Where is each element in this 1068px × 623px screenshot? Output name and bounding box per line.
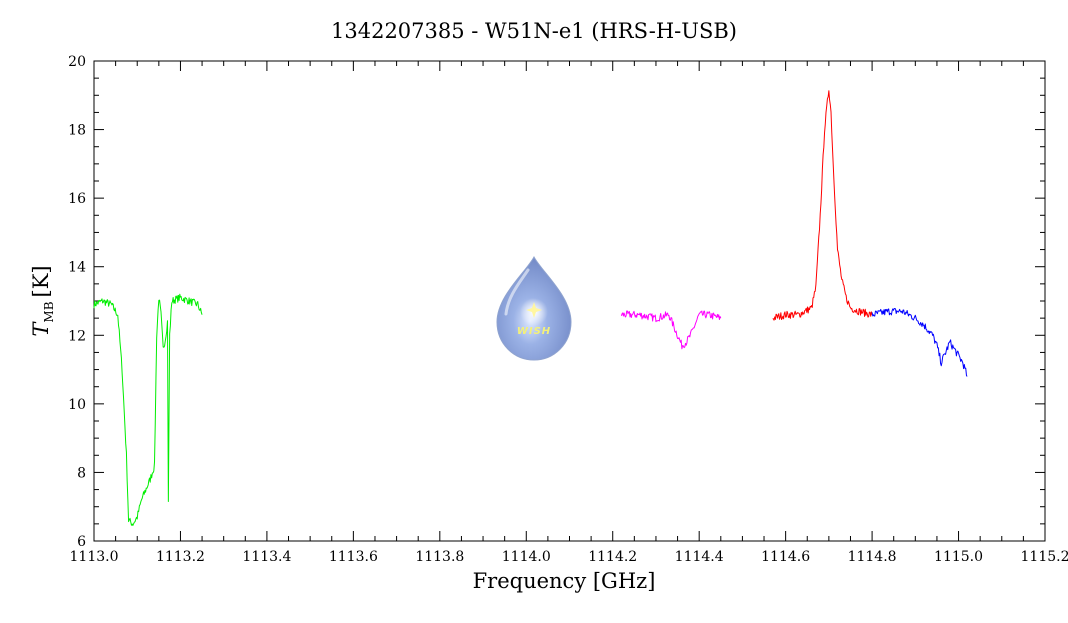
series-line-1 [94,294,202,525]
x-tick-label: 1113.8 [415,549,464,565]
y-tick-label: 20 [68,54,86,70]
y-axis-subscript: MB [42,301,56,322]
x-tick-label: 1114.4 [675,549,724,565]
x-tick-label: 1115.0 [934,549,983,565]
y-tick-labels: 6 8 10 12 14 16 18 20 [68,54,86,550]
x-tick-label: 1113.0 [70,549,119,565]
x-axis-label: Frequency [GHz] [473,569,656,593]
chart-title: 1342207385 - W51N-e1 (HRS-H-USB) [331,19,737,43]
axis-ticks [94,61,1045,541]
plot-frame [94,61,1045,541]
y-tick-label: 8 [77,465,86,481]
y-tick-label: 10 [68,397,86,413]
series-line-3 [773,91,872,320]
y-axis-label: TMB[K] [29,265,56,336]
wish-logo: WISH [497,257,571,360]
y-tick-label: 6 [77,534,86,550]
x-tick-label: 1113.4 [242,549,291,565]
x-tick-labels: 1113.0 1113.2 1113.4 1113.6 1113.8 1114.0 1114… [70,549,1068,565]
x-tick-label: 1113.6 [329,549,378,565]
y-tick-label: 14 [68,260,86,276]
series-line-4 [872,309,967,377]
series-line-2 [621,311,720,349]
y-tick-label: 16 [68,191,86,207]
y-tick-label: 18 [68,123,86,139]
x-tick-label: 1115.2 [1021,549,1068,565]
x-tick-label: 1114.2 [588,549,637,565]
x-tick-label: 1114.8 [848,549,897,565]
x-tick-label: 1114.6 [761,549,810,565]
y-axis-unit: [K] [29,265,53,297]
x-tick-label: 1113.2 [156,549,205,565]
y-tick-label: 12 [68,328,86,344]
logo-text: WISH [517,326,551,337]
x-tick-label: 1114.0 [502,549,551,565]
